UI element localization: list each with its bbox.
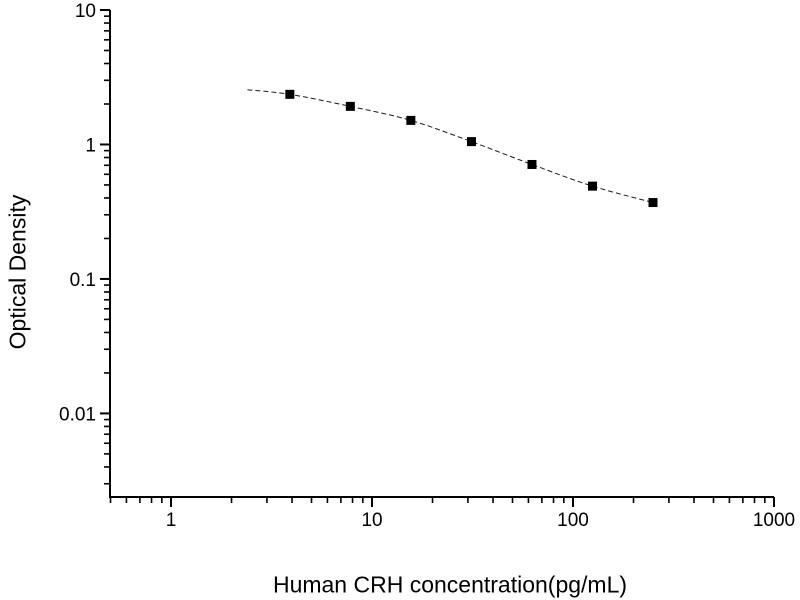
data-point-marker xyxy=(527,159,537,169)
x-tick-label: 100 xyxy=(557,510,589,531)
y-axis-title: Optical Density xyxy=(4,194,31,350)
standard-curve-line xyxy=(247,89,654,204)
y-tick-label: 0.01 xyxy=(59,404,96,425)
x-tick-label: 10 xyxy=(361,510,382,531)
y-tick-label: 0.1 xyxy=(70,270,96,291)
x-tick-label: 1 xyxy=(166,510,177,531)
y-tick-label: 1 xyxy=(85,135,96,156)
data-point-marker xyxy=(406,115,416,125)
x-tick-label: 1000 xyxy=(753,510,795,531)
axis-frame xyxy=(109,10,774,498)
y-tick-label: 10 xyxy=(75,1,96,22)
data-point-marker xyxy=(345,101,355,111)
data-point-marker xyxy=(466,137,476,147)
x-axis-title: Human CRH concentration(pg/mL) xyxy=(272,571,628,598)
data-point-marker xyxy=(285,89,295,99)
data-point-marker xyxy=(648,198,658,208)
data-point-marker xyxy=(587,181,597,191)
